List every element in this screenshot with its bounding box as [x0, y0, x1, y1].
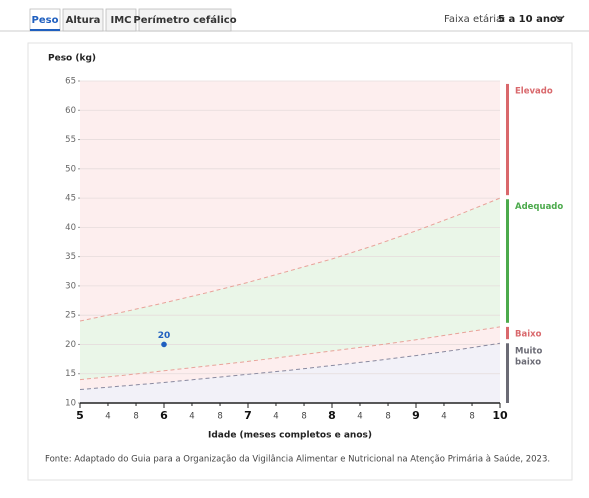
area-elevated: [80, 81, 500, 322]
y-tick-label: 40: [65, 223, 76, 233]
y-tick-label: 55: [65, 135, 76, 145]
tab[interactable]: [138, 8, 232, 32]
x-tick-label: 4: [357, 412, 362, 422]
tab-label[interactable]: Peso: [32, 15, 59, 26]
zone-label: Elevado: [515, 86, 553, 96]
y-axis-label: Peso (kg): [48, 54, 96, 64]
zone-label: Baixo: [515, 329, 542, 339]
point-label: 20: [158, 331, 171, 341]
y-tick-label: 60: [65, 106, 76, 116]
x-tick-label: 6: [160, 409, 168, 422]
age-label: Faixa etária:: [444, 13, 506, 25]
y-tick-label: 25: [65, 311, 76, 321]
x-tick-label: 5: [76, 409, 84, 422]
zone-bar: [506, 343, 509, 403]
tab-label[interactable]: IMC: [110, 15, 131, 26]
y-tick-label: 15: [65, 369, 76, 379]
x-tick-label: 8: [301, 412, 306, 422]
x-axis-label: Idade (meses completos e anos): [208, 431, 372, 441]
tab-label[interactable]: Altura: [66, 15, 101, 26]
chevron[interactable]: [555, 15, 565, 22]
curve: [79, 342, 501, 391]
zone-label: Adequado: [515, 202, 563, 212]
data-point: [161, 341, 167, 348]
curve: [79, 326, 501, 381]
x-tick-label: 8: [217, 412, 222, 422]
y-tick-label: 45: [65, 194, 76, 204]
x-tick-label: 8: [133, 412, 138, 422]
tab-label[interactable]: Perímetro cefálico: [133, 14, 236, 26]
zone-bar: [506, 83, 509, 196]
x-tick-label: 4: [441, 412, 446, 422]
source: Fonte: Adaptado do Guia para a Organizaç…: [45, 455, 550, 465]
tab-active-bar: [30, 29, 60, 31]
tab[interactable]: [105, 8, 137, 32]
zone-label: Muito baixo: [515, 346, 542, 367]
y-tick-label: 10: [65, 399, 76, 409]
zone-bar: [506, 199, 509, 323]
area-band: [80, 198, 500, 380]
x-tick-label: 4: [273, 412, 278, 422]
zone-bar: [506, 326, 509, 340]
x-tick-label: 4: [105, 412, 110, 422]
y-tick-label: 50: [65, 164, 76, 174]
y-tick-label: 35: [65, 252, 76, 262]
area-band: [80, 343, 500, 403]
x-tick-label: 8: [328, 409, 336, 422]
y-tick-label: 65: [65, 77, 76, 87]
x-tick-label: 8: [385, 412, 390, 422]
y-tick-label: 20: [65, 340, 76, 350]
x-tick-label: 4: [189, 412, 194, 422]
curve: [79, 197, 501, 322]
age-value[interactable]: 5 a 10 anos: [498, 14, 563, 25]
x-tick-label: 7: [244, 409, 252, 422]
x-tick-label: 10: [492, 409, 508, 422]
x-tick-label: 8: [469, 412, 474, 422]
tab[interactable]: [62, 8, 104, 32]
y-tick-label: 30: [65, 281, 76, 291]
x-tick-label: 9: [412, 409, 420, 422]
